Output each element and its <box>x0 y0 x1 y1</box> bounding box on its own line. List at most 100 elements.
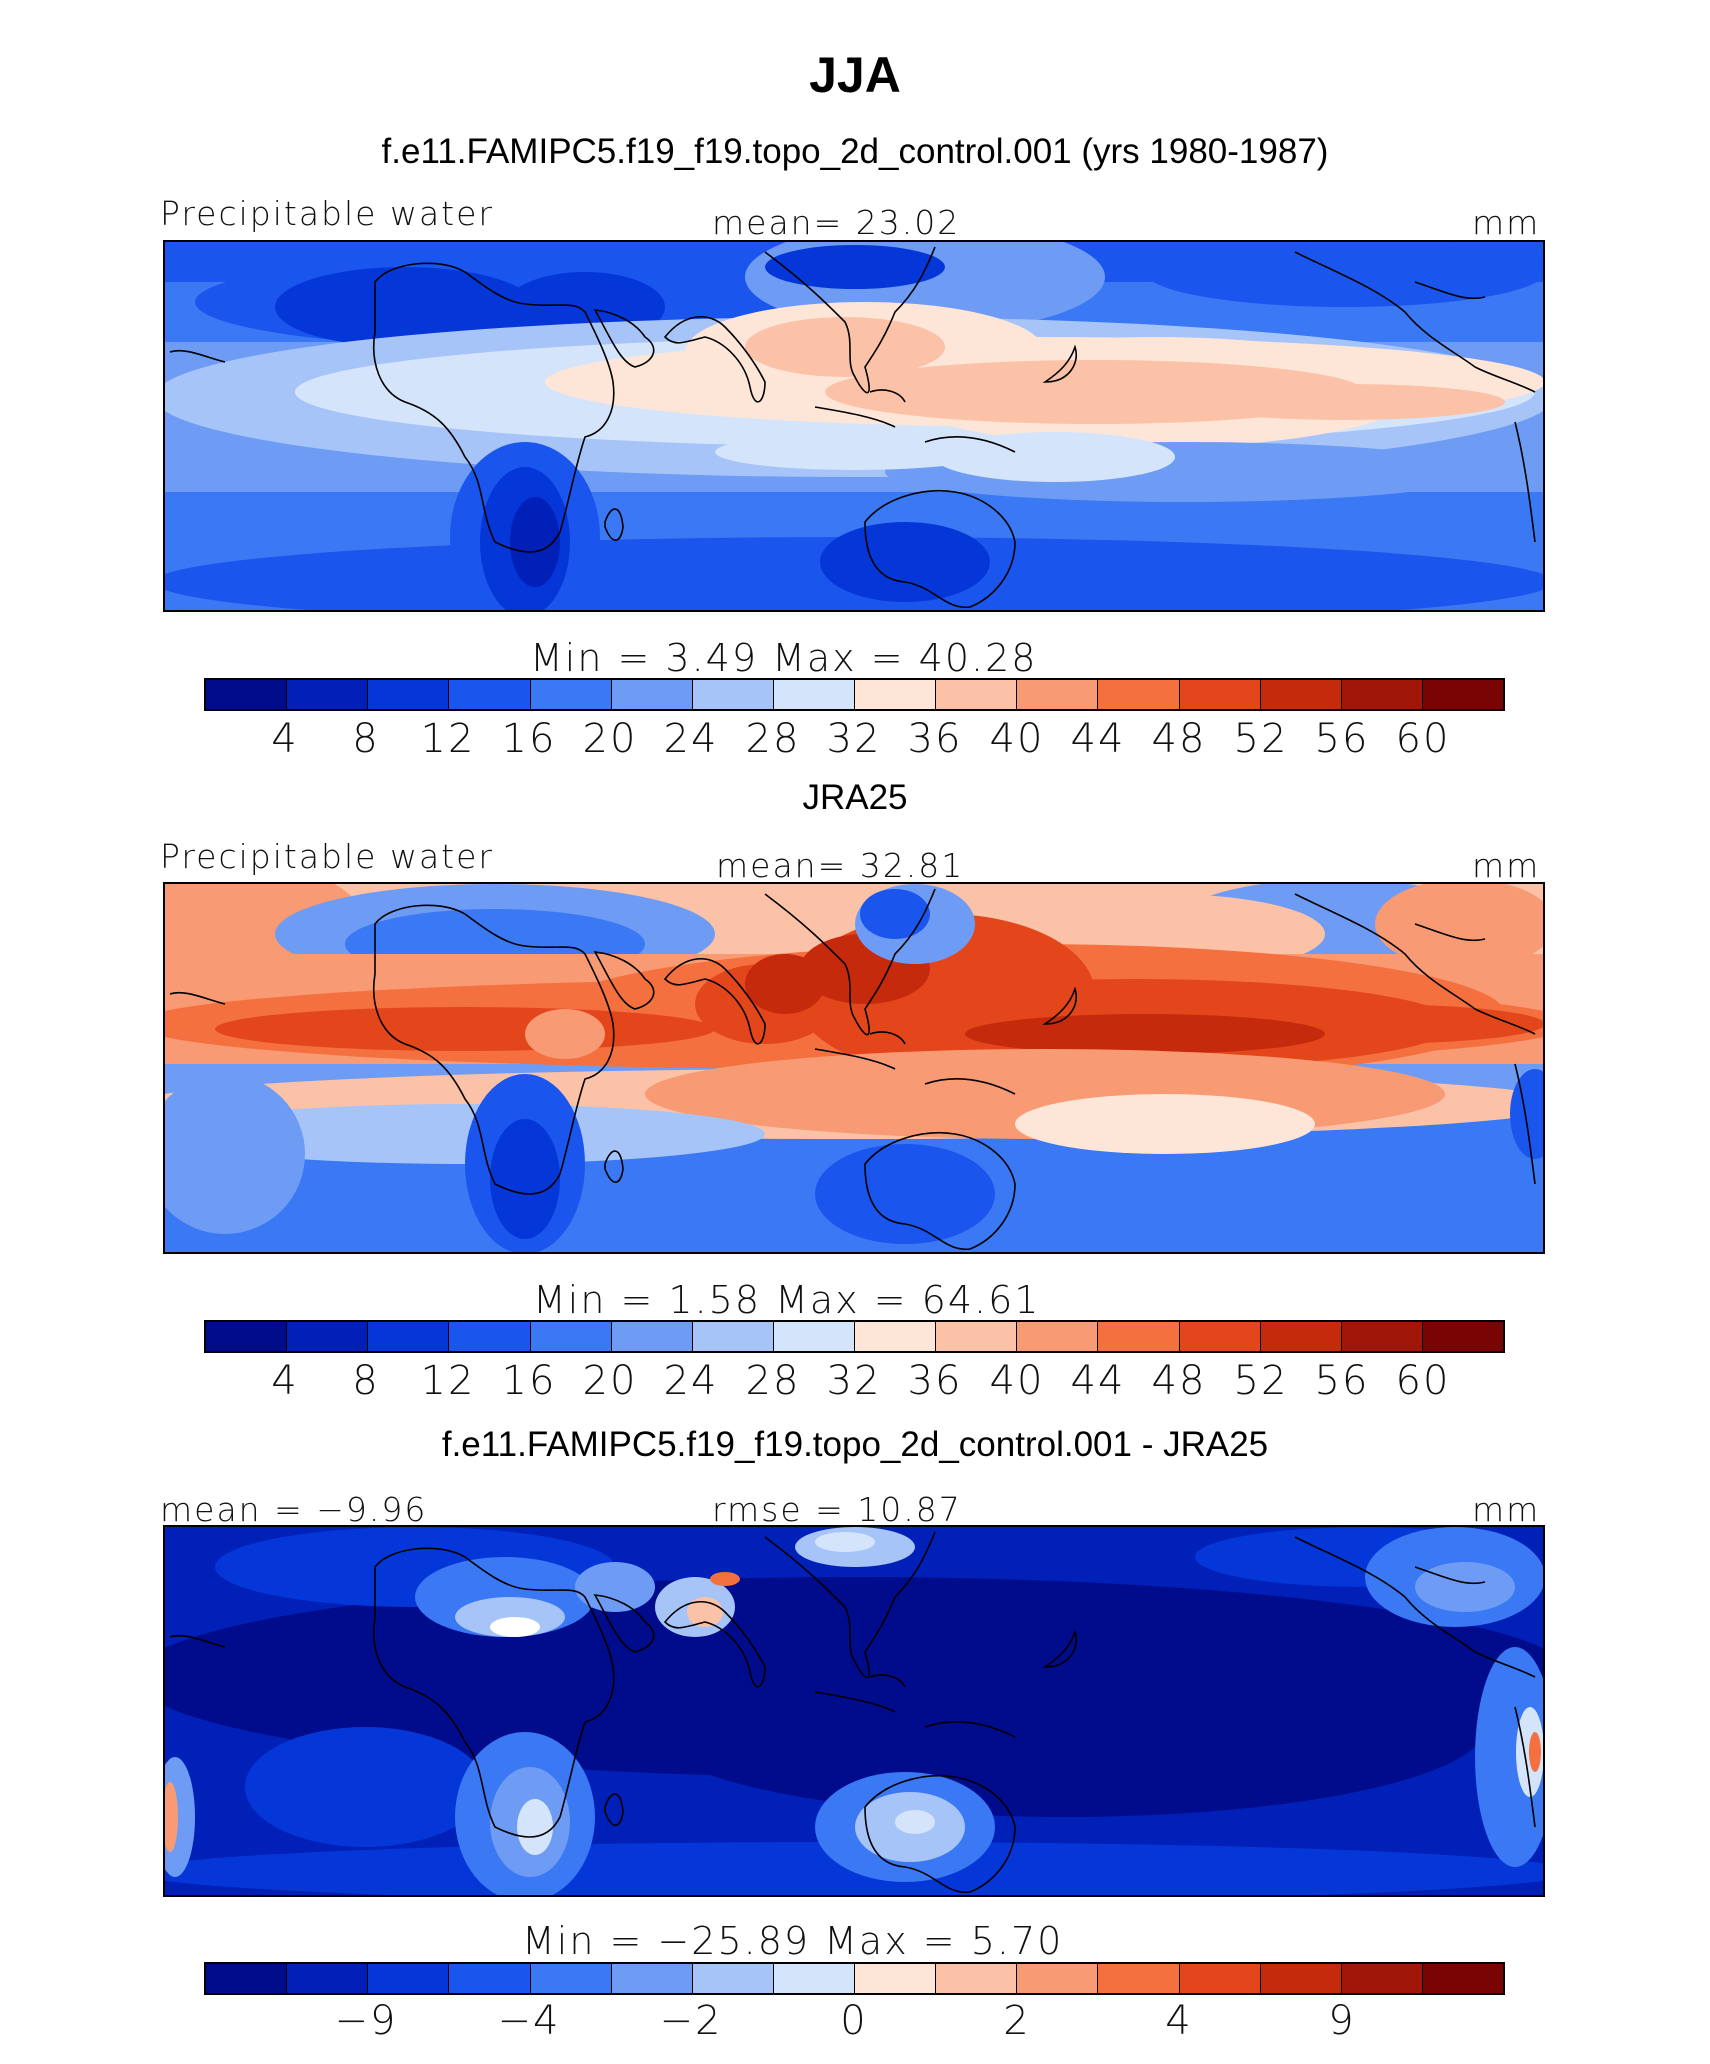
colorbar-tick-label: 24 <box>663 716 719 762</box>
colorbar-tick-label: 36 <box>907 1358 963 1404</box>
panel-3-title: f.e11.FAMIPC5.f19_f19.topo_2d_control.00… <box>441 1425 1269 1464</box>
panel-2-map <box>163 882 1545 1254</box>
colorbar-tick-label: 40 <box>989 1358 1045 1404</box>
panel-3-colorbar-bin <box>936 1964 1018 1993</box>
colorbar-tick-label: 60 <box>1395 1358 1451 1404</box>
panel-1-colorbar-bin <box>1179 680 1261 709</box>
panel-2-colorbar-bin <box>855 1322 937 1351</box>
panel-1-colorbar-bin <box>287 680 369 709</box>
panel-1-map <box>163 240 1545 612</box>
panel-2-colorbar-bin <box>1260 1322 1342 1351</box>
panel-2-colorbar-bin <box>1341 1322 1423 1351</box>
panel-3-colorbar-bin <box>1422 1964 1503 1993</box>
panel-3-colorbar <box>204 1962 1505 1995</box>
colorbar-tick-label: −2 <box>659 1998 723 2044</box>
panel-1-colorbar-bin <box>530 680 612 709</box>
panel-2-colorbar-bin <box>449 1322 531 1351</box>
colorbar-tick-label: 32 <box>826 716 882 762</box>
panel-3-colorbar-bin <box>611 1964 693 1993</box>
colorbar-tick-label: 32 <box>826 1358 882 1404</box>
panel-1-units-label: mm <box>1472 203 1541 242</box>
panel-1-colorbar-bin <box>855 680 937 709</box>
colorbar-tick-label: 16 <box>501 716 557 762</box>
colorbar-tick-label: 4 <box>1165 1998 1193 2044</box>
panel-2-colorbar-bin <box>611 1322 693 1351</box>
panel-2-title: JRA25 <box>802 778 908 817</box>
colorbar-tick-label: 0 <box>840 1998 868 2044</box>
panel-3-colorbar-bin <box>773 1964 855 1993</box>
panel-3-colorbar-bin <box>368 1964 450 1993</box>
panel-1-colorbar-bin <box>773 680 855 709</box>
panel-2-colorbar-bin <box>773 1322 855 1351</box>
panel-3-colorbar-bin <box>1260 1964 1342 1993</box>
colorbar-tick-label: 12 <box>420 716 476 762</box>
panel-1-mean-label: mean= 23.02 <box>712 203 961 242</box>
panel-2-colorbar-bin <box>368 1322 450 1351</box>
panel-2-variable-label: Precipitable water <box>160 837 494 876</box>
colorbar-tick-label: 8 <box>352 716 380 762</box>
colorbar-tick-label: 8 <box>352 1358 380 1404</box>
panel-3-colorbar-bin <box>1098 1964 1180 1993</box>
panel-1-variable-label: Precipitable water <box>160 194 494 233</box>
panel-1-colorbar-bin <box>1260 680 1342 709</box>
panel-1-colorbar-bin <box>611 680 693 709</box>
panel-1-colorbar-bin <box>1098 680 1180 709</box>
colorbar-tick-label: −9 <box>334 1998 398 2044</box>
panel-3-colorbar-bin <box>449 1964 531 1993</box>
panel-2-colorbar <box>204 1320 1505 1353</box>
panel-2-colorbar-bin <box>1017 1322 1099 1351</box>
colorbar-tick-label: 52 <box>1233 716 1289 762</box>
colorbar-tick-label: 36 <box>907 716 963 762</box>
panel-3-colorbar-bin <box>206 1964 288 1993</box>
figure-title: JJA <box>809 47 901 103</box>
colorbar-tick-label: 4 <box>271 1358 299 1404</box>
panel-1-colorbar-bin <box>1422 680 1503 709</box>
colorbar-tick-label: 48 <box>1151 716 1207 762</box>
panel-1-colorbar-bin <box>368 680 450 709</box>
colorbar-tick-label: 12 <box>420 1358 476 1404</box>
colorbar-tick-label: 28 <box>745 1358 801 1404</box>
panel-3-map <box>163 1525 1545 1897</box>
colorbar-tick-label: 40 <box>989 716 1045 762</box>
panel-1-colorbar-bin <box>1017 680 1099 709</box>
colorbar-tick-label: 9 <box>1328 1998 1356 2044</box>
panel-3-colorbar-bin <box>855 1964 937 1993</box>
panel-2-mean-label: mean= 32.81 <box>716 846 965 885</box>
panel-2-colorbar-bin <box>936 1322 1018 1351</box>
colorbar-tick-label: 2 <box>1003 1998 1031 2044</box>
panel-3-colorbar-bin <box>530 1964 612 1993</box>
panel-3-colorbar-bin <box>287 1964 369 1993</box>
colorbar-tick-label: 24 <box>663 1358 719 1404</box>
panel-2-colorbar-bin <box>206 1322 288 1351</box>
colorbar-tick-label: 56 <box>1314 1358 1370 1404</box>
colorbar-tick-label: 60 <box>1395 716 1451 762</box>
panel-2-colorbar-bin <box>287 1322 369 1351</box>
panel-1-colorbar-bin <box>692 680 774 709</box>
panel-3-minmax: Min = −25.89 Max = 5.70 <box>522 1919 1064 1963</box>
panel-3-mean-label: mean = −9.96 <box>160 1490 428 1529</box>
colorbar-tick-label: 44 <box>1070 1358 1126 1404</box>
panel-2-colorbar-bin <box>692 1322 774 1351</box>
colorbar-tick-label: −4 <box>497 1998 561 2044</box>
panel-1-colorbar-bin <box>206 680 288 709</box>
panel-2-colorbar-bin <box>1179 1322 1261 1351</box>
panel-3-colorbar-bin <box>1017 1964 1099 1993</box>
panel-2-minmax: Min = 1.58 Max = 64.61 <box>533 1278 1041 1322</box>
panel-3-colorbar-bin <box>1341 1964 1423 1993</box>
colorbar-tick-label: 52 <box>1233 1358 1289 1404</box>
colorbar-tick-label: 56 <box>1314 716 1370 762</box>
panel-1-minmax: Min = 3.49 Max = 40.28 <box>530 636 1038 680</box>
colorbar-tick-label: 16 <box>501 1358 557 1404</box>
panel-2-colorbar-bin <box>1098 1322 1180 1351</box>
panel-1-colorbar-bin <box>1341 680 1423 709</box>
panel-2-colorbar-bin <box>530 1322 612 1351</box>
colorbar-tick-label: 20 <box>582 1358 638 1404</box>
colorbar-tick-label: 4 <box>271 716 299 762</box>
panel-1-colorbar-bin <box>449 680 531 709</box>
panel-1-colorbar <box>204 678 1505 711</box>
panel-3-rmse-label: rmse = 10.87 <box>712 1490 962 1529</box>
panel-2-units-label: mm <box>1472 846 1541 885</box>
panel-3-units-label: mm <box>1472 1490 1541 1529</box>
panel-1-colorbar-bin <box>936 680 1018 709</box>
panel-3-colorbar-bin <box>1179 1964 1261 1993</box>
